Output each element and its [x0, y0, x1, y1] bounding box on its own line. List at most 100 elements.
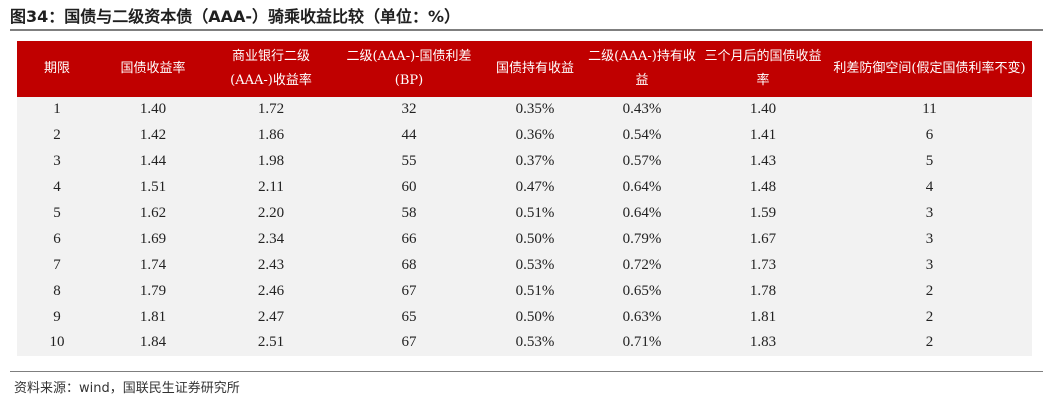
table-cell: 1.72	[257, 101, 285, 118]
table-cell: 0.65%	[622, 282, 662, 299]
table-cell: 1.67	[749, 230, 777, 247]
table-cell: 1.79	[139, 282, 167, 299]
table-cell: 2.51	[257, 334, 285, 351]
table-cell: 1.41	[749, 127, 777, 144]
table-cell: 3	[925, 256, 934, 273]
table-cell: 2.46	[257, 282, 285, 299]
table-cell: 1	[53, 101, 61, 118]
table-row: 7 1.74 2.43 68 0.53% 0.72% 1.73 3	[17, 252, 1032, 278]
table-cell: 5	[53, 205, 61, 221]
column-header-4: 二级(AAA-)-国债利差(BP)	[346, 49, 472, 88]
table-row: 3 1.44 1.98 55 0.37% 0.57% 1.43 5	[17, 149, 1032, 175]
table-cell: 1.51	[139, 179, 167, 196]
figure-title: 图34：国债与二级资本债（AAA-）骑乘收益比较（单位：%）	[10, 7, 461, 26]
table-cell: 9	[53, 308, 61, 325]
table-cell: 1.74	[139, 256, 167, 273]
source-note: 资料来源：wind，国联民生证券研究所	[14, 381, 240, 396]
table-cell: 1.40	[749, 101, 777, 118]
table-cell: 2	[925, 282, 934, 299]
table-cell: 2.47	[257, 308, 285, 325]
table-cell: 1.84	[139, 334, 167, 351]
table-cell: 11	[922, 101, 937, 118]
table-cell: 1.40	[139, 101, 167, 118]
table-cell: 10	[49, 334, 65, 351]
table-cell: 1.78	[749, 282, 777, 299]
table-cell: 67	[401, 334, 417, 351]
table-cell: 1.69	[139, 230, 167, 247]
table-cell: 0.63%	[622, 308, 662, 325]
table-cell: 32	[401, 101, 417, 118]
table-cell: 66	[401, 230, 417, 247]
table-cell: 0.71%	[622, 334, 662, 351]
column-header-7: 三个月后的国债收益率	[704, 49, 822, 88]
table-cell: 1.81	[749, 308, 777, 325]
table-row: 4 1.51 2.11 60 0.47% 0.64% 1.48 4	[17, 175, 1032, 201]
table-row: 2 1.42 1.86 44 0.36% 0.54% 1.41 6	[17, 123, 1032, 149]
table-cell: 44	[401, 127, 417, 144]
riding-yield-table: 期限 国债收益率 商业银行二级(AAA-)收益率 二级(AAA-)-国债利差(BP) 国…	[17, 41, 1032, 356]
table-row: 8 1.79 2.46 67 0.51% 0.65% 1.78 2	[17, 278, 1032, 304]
table-cell: 1.43	[749, 153, 777, 170]
table-row: 10 1.84 2.51 67 0.53% 0.71% 1.83 2	[17, 330, 1032, 356]
table-row: 6 1.69 2.34 66 0.50% 0.79% 1.67 3	[17, 226, 1032, 252]
table-cell: 0.53%	[515, 334, 555, 351]
table-cell: 0.64%	[622, 205, 662, 221]
table-cell: 2	[925, 334, 934, 351]
table-cell: 1.44	[139, 153, 167, 170]
title-divider	[10, 29, 1043, 31]
table-cell: 1.98	[257, 153, 285, 170]
table-cell: 0.64%	[622, 179, 662, 196]
table-cell: 4	[925, 179, 934, 196]
table-cell: 5	[925, 153, 934, 170]
table-cell: 68	[401, 256, 417, 273]
column-header-6: 二级(AAA-)持有收益	[588, 49, 696, 88]
table-cell: 0.36%	[515, 127, 555, 144]
table-cell: 2.20	[257, 205, 285, 221]
table-cell: 65	[401, 308, 417, 325]
table-cell: 0.72%	[622, 256, 662, 273]
table-cell: 6	[925, 127, 934, 144]
table-cell: 3	[925, 230, 934, 247]
footer-divider	[10, 371, 1043, 372]
table-cell: 2	[53, 127, 61, 144]
table-cell: 0.51%	[515, 205, 555, 221]
table-cell: 55	[401, 153, 417, 170]
table-cell: 0.50%	[515, 230, 555, 247]
table-row: 5 1.62 2.20 58 0.51% 0.64% 1.59 3	[17, 201, 1032, 227]
data-table-container: 期限 国债收益率 商业银行二级(AAA-)收益率 二级(AAA-)-国债利差(BP) 国…	[17, 41, 1032, 356]
table-cell: 67	[401, 282, 417, 299]
table-cell: 0.53%	[515, 256, 555, 273]
table-cell: 0.47%	[515, 179, 555, 196]
table-cell: 0.37%	[515, 153, 555, 170]
table-cell: 60	[401, 179, 417, 196]
table-cell: 2.43	[257, 256, 285, 273]
column-header-2: 国债收益率	[120, 61, 186, 76]
table-cell: 1.83	[749, 334, 777, 351]
table-cell: 3	[925, 205, 934, 221]
table-cell: 0.43%	[622, 101, 662, 118]
table-cell: 1.81	[139, 308, 167, 325]
table-cell: 0.54%	[622, 127, 662, 144]
column-header-1: 期限	[43, 61, 70, 76]
table-cell: 0.50%	[515, 308, 555, 325]
table-cell: 7	[53, 256, 61, 273]
column-header-3: 商业银行二级(AAA-)收益率	[230, 49, 312, 88]
table-row: 9 1.81 2.47 65 0.50% 0.63% 1.81 2	[17, 304, 1032, 330]
table-cell: 1.48	[749, 179, 777, 196]
table-cell: 6	[53, 230, 61, 247]
table-cell: 0.79%	[622, 230, 662, 247]
table-cell: 2	[925, 308, 934, 325]
table-cell: 0.35%	[515, 101, 555, 118]
table-cell: 2.11	[258, 179, 284, 196]
table-cell: 58	[401, 205, 417, 221]
table-cell: 3	[53, 153, 61, 170]
table-cell: 4	[53, 179, 61, 196]
table-cell: 1.62	[139, 205, 167, 221]
table-cell: 8	[53, 282, 61, 299]
table-body: 1 1.40 1.72 32 0.35% 0.43% 1.40 11 2 1.42 1.86 44 0.…	[17, 97, 1032, 356]
table-cell: 1.42	[139, 127, 167, 144]
table-cell: 0.57%	[622, 153, 662, 170]
column-header-5: 国债持有收益	[495, 61, 574, 76]
table-cell: 1.86	[257, 127, 285, 144]
table-row: 1 1.40 1.72 32 0.35% 0.43% 1.40 11	[17, 97, 1032, 123]
